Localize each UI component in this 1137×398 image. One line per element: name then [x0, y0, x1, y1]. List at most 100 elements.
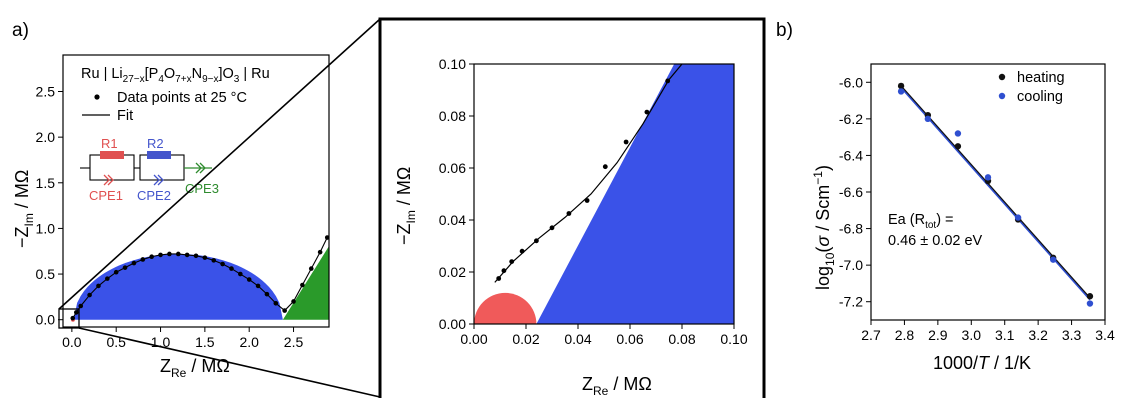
- inset-data-point: [644, 109, 650, 115]
- y-tick-label: 0.04: [439, 212, 466, 228]
- inset-data-point: [549, 225, 555, 231]
- cpe3-symbol: [195, 162, 206, 174]
- legend-fit-label: Fit: [117, 108, 133, 124]
- zoom-box: [58, 308, 80, 329]
- inset-data-point: [584, 198, 590, 203]
- arrhenius-frame: [870, 63, 1106, 321]
- x-tick-label: 2.8: [895, 327, 915, 343]
- y-tick-label: 0.08: [439, 108, 466, 124]
- circuit-cpe1-label: CPE1: [89, 188, 123, 203]
- legend-points-label: Data points at 25 °C: [117, 90, 247, 106]
- cell-legend: Ru | Li27−x[P4O7+xN9−x]O3 | Ru: [81, 66, 270, 85]
- x-tick-label: 3.1: [995, 327, 1015, 343]
- arrhenius-chart: 2.7 2.8 2.9 3.0 3.1 3.2 3.3 3.4 -6.0 -6.2 -6.4 -6.6…: [811, 63, 1115, 373]
- inset-red-arc: [474, 292, 537, 324]
- arrhenius-data-points: [897, 82, 1094, 307]
- x-tick-label: 0.00: [460, 331, 487, 347]
- main-data-points: [70, 235, 330, 321]
- zoom-connector-bottom: [78, 327, 381, 398]
- inset-regions: [474, 64, 734, 324]
- x-tick-label: 3.4: [1095, 327, 1115, 343]
- r2-arc-region: [73, 253, 283, 320]
- y-tick-label: 0.00: [439, 316, 466, 332]
- y-tick-label: 0.02: [439, 264, 466, 280]
- zoom-panel-border: [378, 17, 766, 398]
- y-tick-label: 0.5: [36, 266, 56, 282]
- x-tick-label: 2.9: [928, 327, 948, 343]
- main-legend: Ru | Li27−x[P4O7+xN9−x]O3 | Ru Data poin…: [81, 66, 270, 124]
- arrhenius-x-axis-label: 1000/T / 1/K: [933, 353, 1031, 373]
- circuit-cpe3-label: CPE3: [185, 181, 219, 196]
- x-tick-label: 1.5: [195, 334, 215, 350]
- equivalent-circuit: R1 R2 CPE1 CPE2 CPE3: [80, 136, 219, 203]
- inset-data-point: [534, 238, 539, 244]
- y-tick-label: -6.2: [839, 111, 863, 127]
- cooling-point: [954, 130, 962, 137]
- main-ticks: 0.0 0.5 1.0 1.5 2.0 2.50.00.51.01.52.02.5: [36, 84, 304, 350]
- y-tick-label: 1.5: [36, 175, 56, 191]
- heating-point: [897, 82, 905, 90]
- inset-data-point: [602, 164, 608, 170]
- legend-point-marker: [94, 94, 100, 100]
- x-tick-label: 3.0: [962, 327, 982, 343]
- legend-heating-marker: [998, 73, 1006, 81]
- legend-heating-label: heating: [1017, 70, 1065, 86]
- x-tick-label: 2.5: [284, 334, 304, 350]
- y-tick-label: 2.5: [36, 84, 56, 100]
- x-tick-label: 3.3: [1062, 327, 1082, 343]
- inset-x-axis-label: ZRe / MΩ: [582, 374, 652, 398]
- y-tick-label: 1.0: [36, 220, 56, 236]
- arrhenius-y-axis-label: log10(σ / Scm−1): [811, 165, 837, 290]
- y-tick-label: -6.6: [839, 184, 863, 200]
- arrhenius-ticks: 2.7 2.8 2.9 3.0 3.1 3.2 3.3 3.4 -6.0 -6.2 -6.4 -6.6…: [839, 74, 1115, 343]
- inset-data-points: [496, 78, 671, 281]
- y-tick-label: 2.0: [36, 129, 56, 145]
- cpe1-symbol: [103, 174, 114, 186]
- x-tick-label: 3.2: [1028, 327, 1048, 343]
- legend-cooling-marker: [998, 92, 1006, 100]
- legend-cooling-label: cooling: [1017, 89, 1063, 105]
- inset-fit-line: [494, 63, 683, 283]
- inset-frame: [473, 63, 735, 325]
- r1-resistor: [100, 151, 124, 159]
- x-tick-label: 2.7: [861, 327, 881, 343]
- main-regions: [70, 246, 329, 322]
- fit-line: [900, 85, 1091, 299]
- inset-ticks: 0.00 0.02 0.04 0.06 0.08 0.10 0.00 0.02 0.04 0.06…: [439, 56, 748, 347]
- nyquist-main-chart: 0.0 0.5 1.0 1.5 2.0 2.50.00.51.01.52.02.5 Ru …: [12, 54, 330, 380]
- inset-data-point: [501, 268, 507, 274]
- inset-data-point: [519, 248, 525, 254]
- inset-y-axis-label: −ZIm / MΩ: [394, 167, 418, 245]
- cooling-point: [1014, 214, 1022, 221]
- inset-data-point: [623, 139, 629, 145]
- zoom-connector-top: [58, 18, 381, 310]
- activation-energy-value: 0.46 ± 0.02 eV: [888, 233, 983, 249]
- cpe2-symbol: [153, 174, 164, 186]
- x-tick-label: 0.08: [668, 331, 695, 347]
- fit-line: [900, 87, 1091, 301]
- circuit-cpe2-label: CPE2: [137, 188, 171, 203]
- y-tick-label: -6.0: [839, 74, 863, 90]
- main-frame: [62, 54, 330, 328]
- arrhenius-fit-lines: [900, 85, 1091, 301]
- inset-data-point: [496, 276, 502, 281]
- cpe3-spur-region: [282, 246, 329, 320]
- y-tick-label: -6.8: [839, 221, 863, 237]
- x-tick-label: 0.04: [564, 331, 591, 347]
- circuit-r2-label: R2: [147, 136, 164, 151]
- y-tick-label: -7.0: [839, 257, 863, 273]
- inset-blue-region: [536, 64, 734, 324]
- main-x-axis-label: ZRe / MΩ: [160, 356, 230, 380]
- panel-label-a: a): [12, 20, 29, 41]
- y-tick-label: -6.4: [839, 147, 863, 163]
- circuit-r1-label: R1: [101, 136, 118, 151]
- x-tick-label: 0.0: [62, 334, 82, 350]
- heating-point: [954, 143, 962, 150]
- y-tick-label: -7.2: [839, 294, 863, 310]
- heating-point: [1086, 293, 1094, 300]
- cooling-point: [924, 115, 932, 123]
- fit-line: [72, 237, 328, 319]
- panel-label-b: b): [776, 20, 793, 41]
- cooling-point: [897, 88, 905, 95]
